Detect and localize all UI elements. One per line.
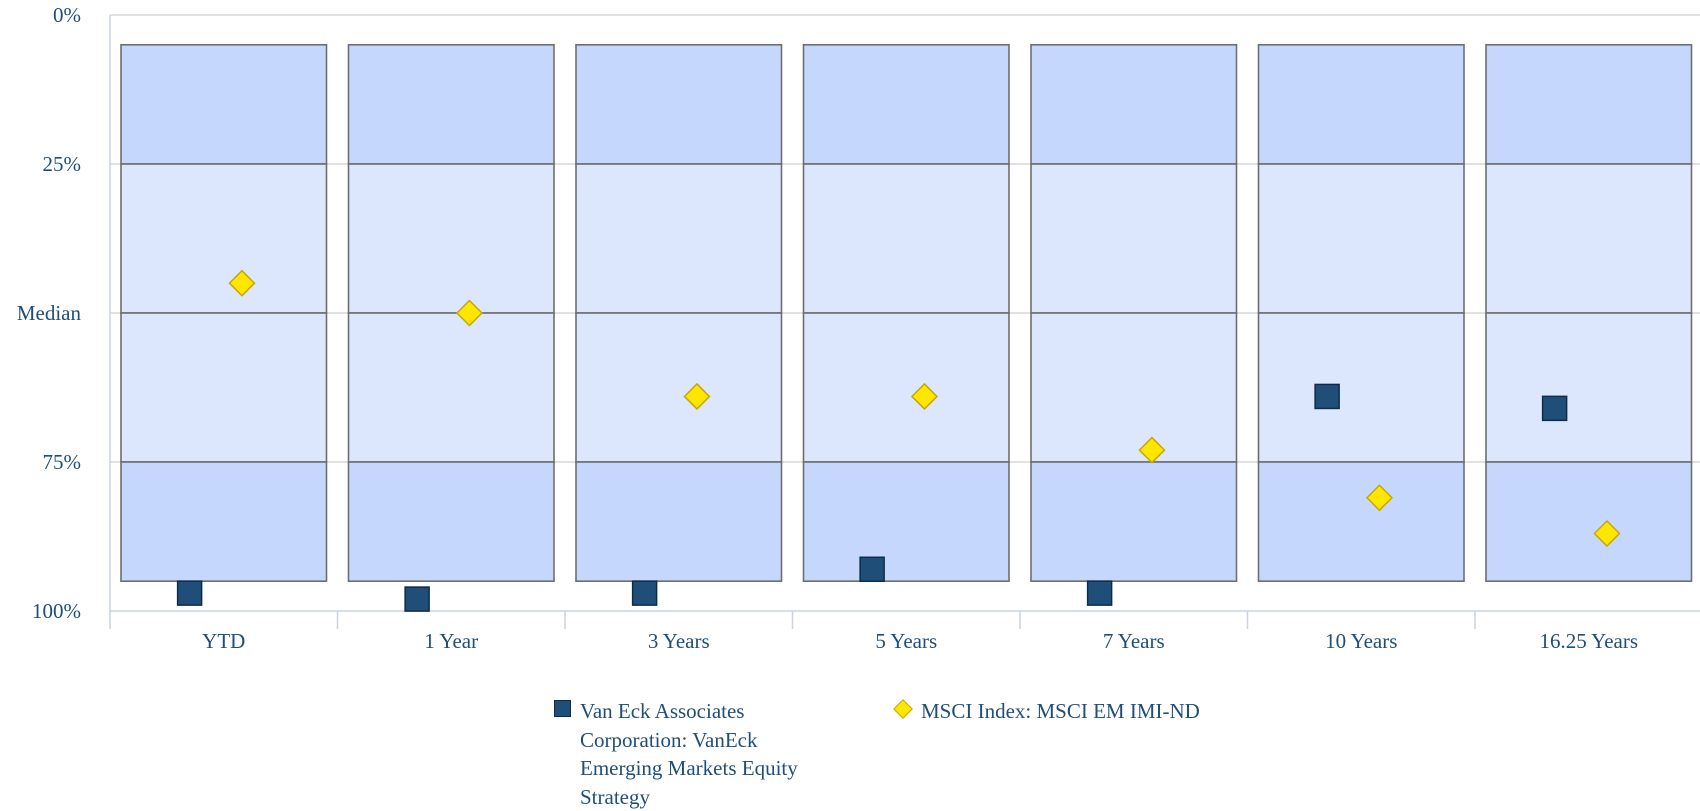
- band-6-1: [1485, 163, 1693, 314]
- band-4-1: [1030, 163, 1238, 314]
- square-marker-icon: [554, 700, 571, 717]
- index-marker-5: [1365, 484, 1394, 512]
- fund-marker-6: [1541, 395, 1568, 422]
- legend-item-fund: Van Eck Associates Corporation: VanEck E…: [554, 697, 840, 811]
- band-0-1: [120, 163, 328, 314]
- band-6-2: [1485, 312, 1693, 463]
- band-3-2: [802, 312, 1010, 463]
- fund-marker-4: [1086, 580, 1113, 606]
- y-tick-labels: 0% 25% Median 75% 100%: [17, 3, 82, 623]
- x-tick-label-0: YTD: [202, 629, 245, 653]
- y-tick-label-3: 75%: [43, 450, 82, 474]
- band-0-0: [120, 43, 328, 165]
- band-2-3: [575, 461, 783, 582]
- percentile-bands: [120, 43, 1693, 582]
- fund-marker-0: [176, 580, 203, 606]
- band-1-3: [347, 461, 555, 582]
- index-marker-0: [228, 269, 256, 297]
- index-marker-3: [910, 382, 939, 411]
- x-tick-labels: YTD 1 Year 3 Years 5 Years 7 Years 10 Years 16…: [202, 629, 1638, 653]
- band-4-0: [1030, 43, 1238, 165]
- band-3-0: [802, 43, 1010, 165]
- index-markers: [228, 269, 1621, 548]
- band-4-3: [1030, 461, 1238, 582]
- fund-marker-3: [859, 556, 885, 583]
- x-tick-label-1: 1 Year: [424, 629, 478, 653]
- y-tick-label-4: 100%: [32, 599, 81, 623]
- x-tick-label-6: 16.25 Years: [1539, 629, 1638, 653]
- band-1-1: [347, 163, 555, 314]
- index-marker-2: [683, 382, 711, 411]
- diamond-marker-icon: [893, 699, 913, 719]
- fund-marker-1: [404, 586, 430, 612]
- legend-label-index: MSCI Index: MSCI EM IMI-ND: [921, 699, 1200, 723]
- band-5-2: [1257, 312, 1465, 463]
- index-marker-4: [1138, 436, 1166, 464]
- fund-marker-5: [1314, 383, 1340, 410]
- band-1-2: [347, 312, 555, 463]
- band-2-1: [575, 163, 783, 314]
- fund-markers: [176, 383, 1568, 612]
- band-1-0: [347, 43, 555, 165]
- band-3-1: [802, 163, 1010, 314]
- band-5-0: [1257, 43, 1465, 165]
- y-tick-label-1: 25%: [43, 152, 82, 176]
- y-tick-label-0: 0%: [53, 3, 81, 27]
- legend-item-index: MSCI Index: MSCI EM IMI-ND: [893, 697, 1251, 726]
- band-5-3: [1257, 461, 1465, 582]
- index-marker-1: [455, 299, 484, 327]
- y-tick-label-2: Median: [17, 301, 82, 325]
- band-0-3: [120, 461, 328, 582]
- x-tick-label-2: 3 Years: [648, 629, 710, 653]
- legend-label-fund: Van Eck Associates Corporation: VanEck E…: [580, 699, 798, 809]
- index-marker-6: [1593, 519, 1621, 548]
- band-0-2: [120, 312, 328, 463]
- band-6-0: [1485, 43, 1693, 165]
- band-3-3: [802, 461, 1010, 582]
- x-tick-label-3: 5 Years: [875, 629, 937, 653]
- band-6-3: [1485, 461, 1693, 582]
- band-5-1: [1257, 163, 1465, 314]
- band-4-2: [1030, 312, 1238, 463]
- fund-marker-2: [631, 580, 658, 606]
- x-tick-label-4: 7 Years: [1103, 629, 1165, 653]
- band-2-0: [575, 43, 783, 165]
- axes: [109, 15, 1700, 629]
- x-tick-label-5: 10 Years: [1325, 629, 1397, 653]
- band-2-2: [575, 312, 783, 463]
